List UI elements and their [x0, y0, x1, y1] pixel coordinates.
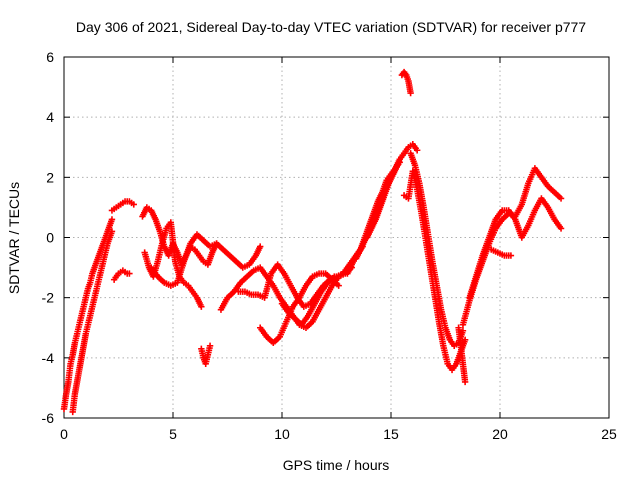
- grid: [64, 57, 609, 418]
- series-arc-evening-rise-c: [363, 162, 401, 241]
- data-point: [557, 195, 565, 202]
- series-arc-outliers: [455, 324, 469, 386]
- series-arc-peak: [398, 68, 414, 97]
- series-arc-night-rise-b: [466, 195, 565, 301]
- y-tick-label: -6: [42, 410, 55, 426]
- x-axis-label: GPS time / hours: [283, 457, 390, 473]
- data-point: [257, 243, 264, 250]
- series-arc-early-high: [108, 198, 137, 214]
- data-point: [130, 201, 137, 208]
- series-arc-night-rise-a: [459, 165, 565, 328]
- data-point: [461, 378, 469, 386]
- axis-ticks: 0 5 10 15 20 25 -6 -4 -2 0 2 4 6: [42, 49, 617, 442]
- data-point: [557, 225, 565, 232]
- y-tick-label: 2: [46, 169, 54, 185]
- series-arc-midday-d: [278, 273, 338, 328]
- chart-title: Day 306 of 2021, Sidereal Day-to-day VTE…: [76, 19, 586, 35]
- data-marks: [60, 68, 565, 416]
- data-point: [335, 282, 342, 289]
- data-point: [394, 162, 401, 169]
- data-point: [108, 228, 116, 235]
- y-tick-label: -2: [42, 290, 55, 306]
- y-tick-label: 4: [46, 109, 54, 125]
- y-tick-label: 6: [46, 49, 54, 65]
- data-point: [206, 342, 214, 349]
- y-tick-label: 0: [46, 230, 54, 246]
- data-point: [407, 89, 414, 97]
- series-arc-dip: [198, 342, 214, 368]
- series-arc-morning-c: [148, 231, 264, 289]
- data-point: [126, 270, 133, 277]
- x-tick-label: 0: [60, 426, 68, 442]
- x-tick-label: 5: [169, 426, 177, 442]
- series-arc-decline-b: [400, 168, 469, 374]
- series-arc-night-low: [488, 246, 515, 259]
- x-tick-label: 15: [383, 426, 399, 442]
- data-point: [198, 303, 205, 310]
- series-arc-rise-b: [69, 228, 116, 416]
- data-point: [108, 216, 116, 223]
- series-arc-morning-a: [139, 204, 220, 268]
- data-point: [413, 147, 421, 154]
- x-tick-label: 20: [492, 426, 508, 442]
- series-arc-rise-a: [60, 216, 116, 413]
- data-point: [507, 252, 515, 259]
- data-point: [459, 327, 467, 334]
- x-tick-label: 25: [601, 426, 617, 442]
- x-tick-label: 10: [274, 426, 290, 442]
- y-axis-label: SDTVAR / TECUs: [6, 182, 22, 294]
- data-point: [461, 336, 469, 343]
- data-point: [331, 273, 338, 280]
- y-tick-label: -4: [42, 350, 55, 366]
- series-arc-early-low: [110, 267, 133, 283]
